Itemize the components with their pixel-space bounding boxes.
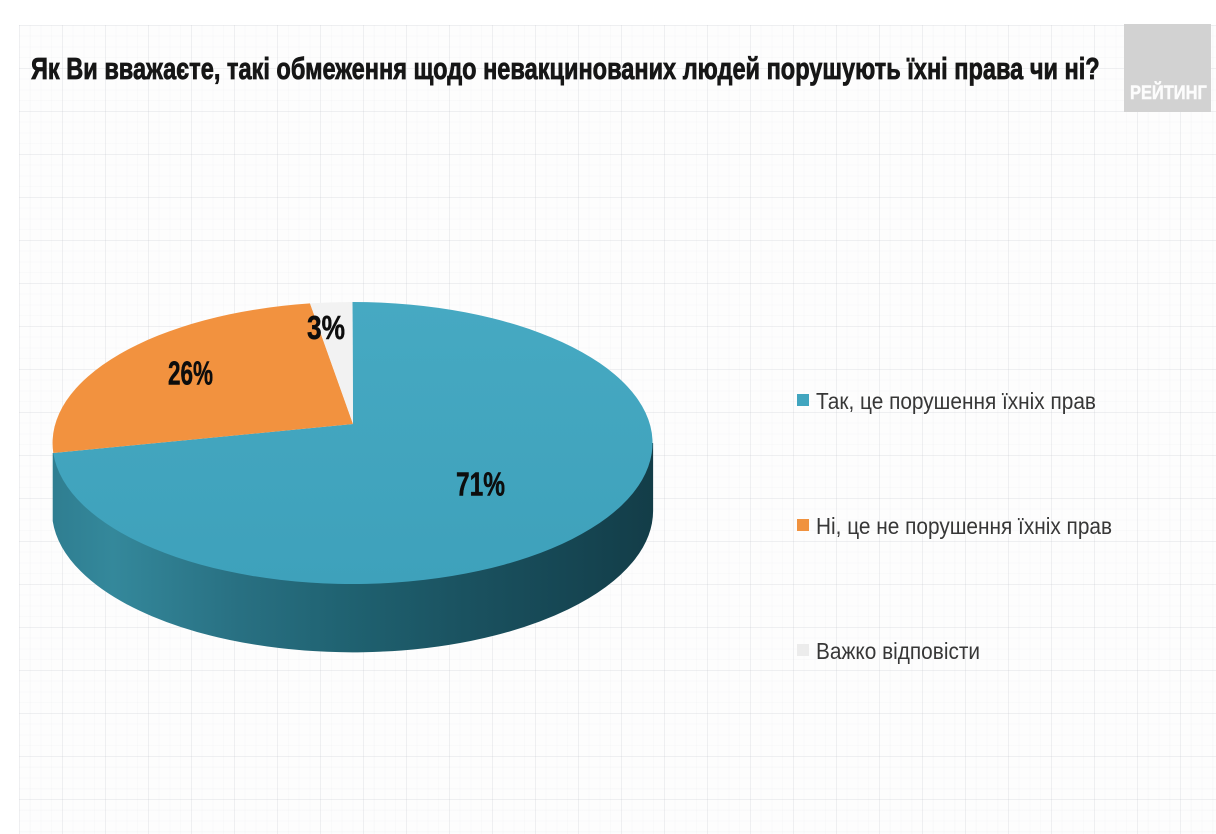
svg-text:71%: 71% — [456, 466, 505, 503]
svg-text:26%: 26% — [168, 355, 213, 392]
svg-text:3%: 3% — [307, 309, 345, 346]
